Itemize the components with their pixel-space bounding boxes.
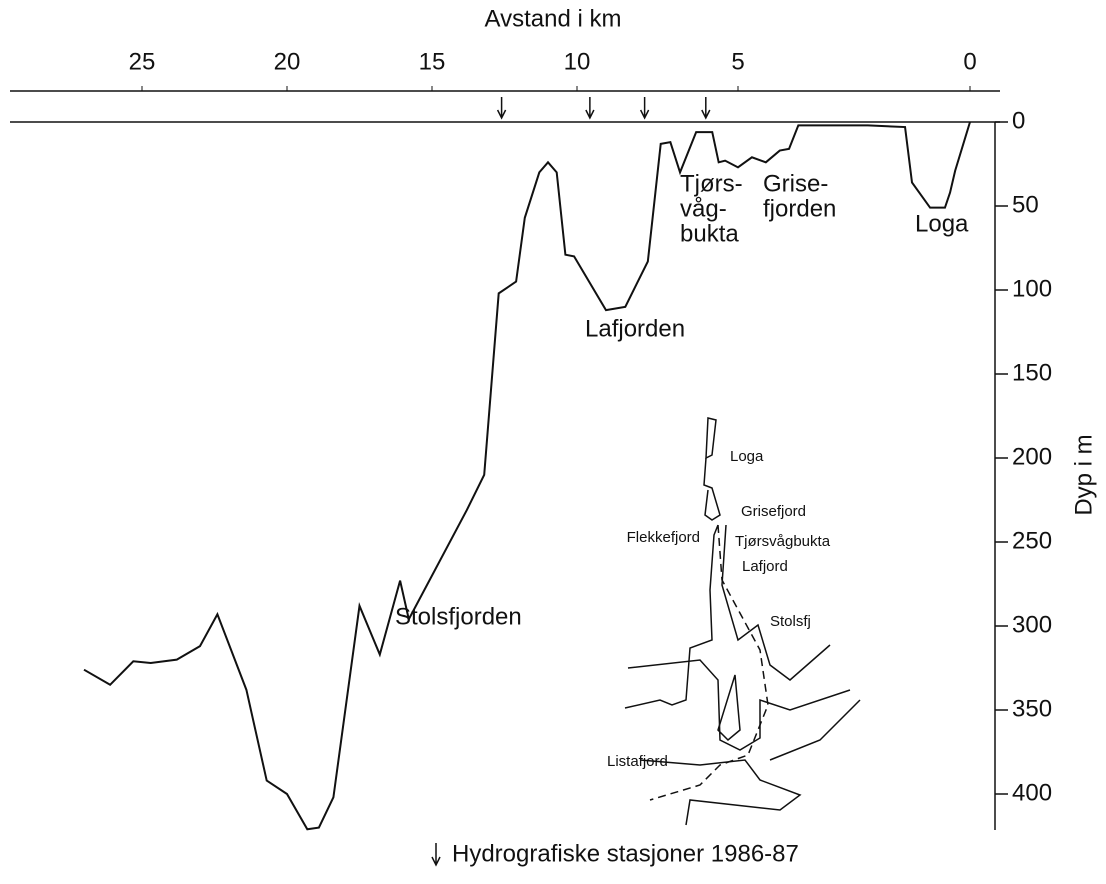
y-tick-label: 300 [1012,611,1052,638]
legend-label: Hydrografiske stasjoner 1986-87 [452,840,799,867]
annotation: fjorden [763,195,836,222]
map-label: Loga [730,448,764,465]
annotation: Lafjorden [585,315,685,342]
annotation: Grise- [763,170,828,197]
x-tick-label: 15 [419,48,446,75]
station-arrow [496,97,507,120]
x-tick-label: 10 [564,48,591,75]
station-arrow [701,97,711,120]
x-tick-label: 0 [963,48,976,75]
y-tick-label: 100 [1012,275,1052,302]
map-label: Tjørsvågbukta [735,533,831,550]
chart-title: Avstand i km [485,5,622,32]
map-label: Grisefjord [741,503,806,520]
y-axis-title: Dyp i m [1070,434,1097,515]
station-arrow [585,97,595,120]
annotation: bukta [680,220,739,247]
depth-line [83,121,971,831]
y-tick-label: 150 [1012,359,1052,386]
annotation: Stolsfjorden [395,603,522,630]
x-tick-label: 25 [129,48,156,75]
x-tick-label: 20 [274,48,301,75]
y-tick-label: 250 [1012,527,1052,554]
map-label: Stolsfj [770,613,811,630]
station-arrow [639,97,650,120]
map-label: Flekkefjord [627,529,700,546]
legend-arrow [431,843,441,867]
annotation: våg- [680,195,727,222]
map-label: Listafjord [607,753,668,770]
y-tick-label: 200 [1012,443,1052,470]
inset-map [624,417,861,826]
y-tick-label: 400 [1012,779,1052,806]
annotation: Loga [915,210,969,237]
map-label: Lafjord [742,558,788,575]
y-tick-label: 50 [1012,191,1039,218]
annotation: Tjørs- [680,170,743,197]
y-tick-label: 0 [1012,107,1025,134]
y-tick-label: 350 [1012,695,1052,722]
x-tick-label: 5 [731,48,744,75]
